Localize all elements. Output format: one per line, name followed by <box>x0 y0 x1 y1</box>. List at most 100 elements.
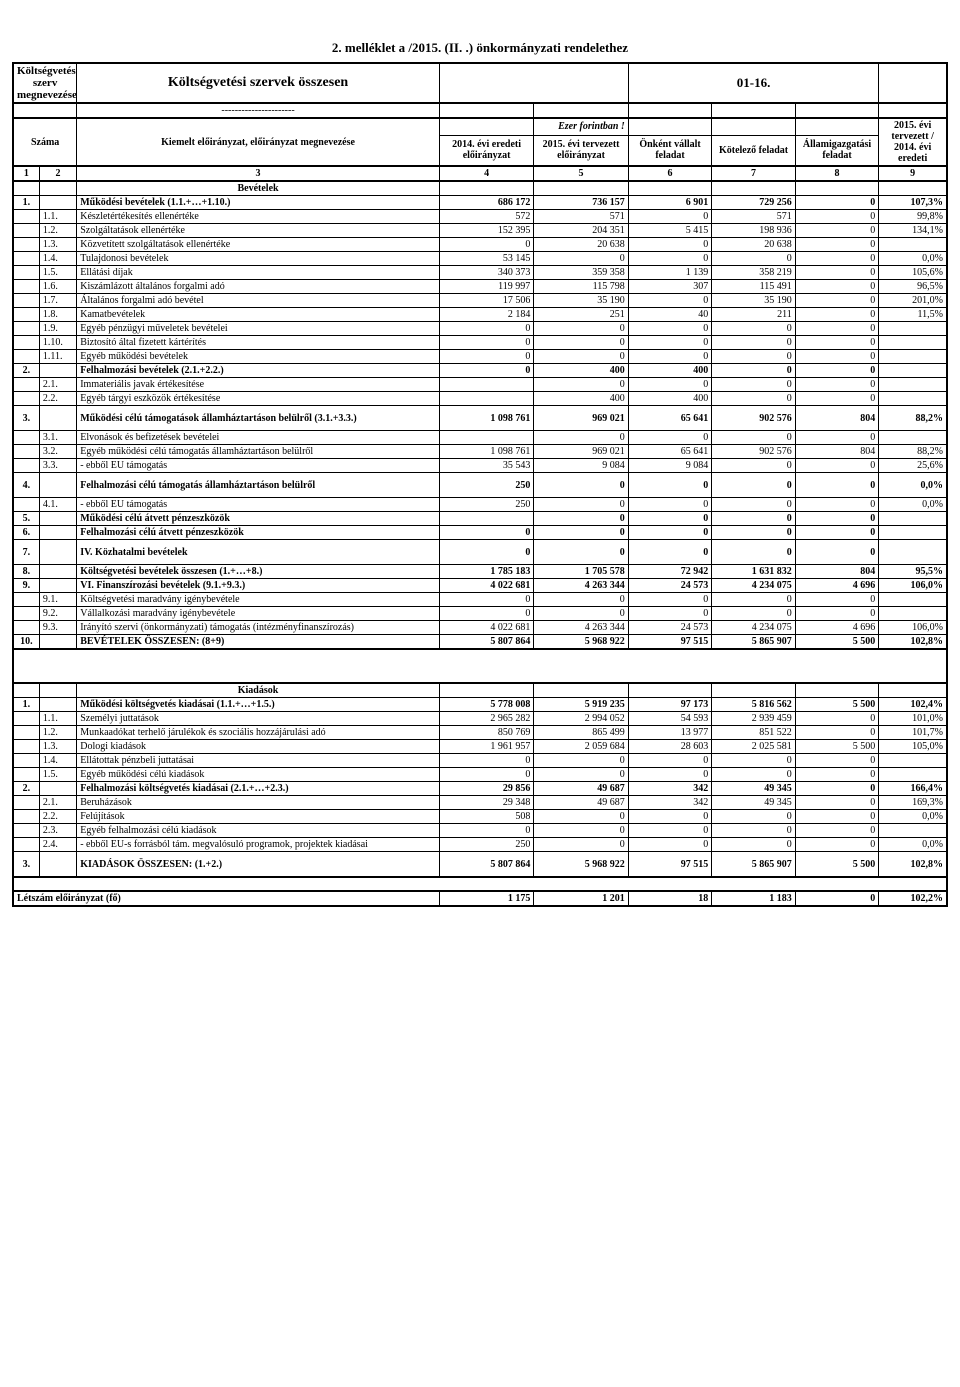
table-cell: Egyéb felhalmozási célú kiadások <box>77 824 440 838</box>
table-cell <box>39 526 76 540</box>
table-cell: Immateriális javak értékesítése <box>77 378 440 392</box>
table-cell: 3.1. <box>39 431 76 445</box>
table-cell: 2 025 581 <box>712 740 796 754</box>
col6: Önként vállalt feladat <box>628 135 712 166</box>
table-cell: 0 <box>795 336 879 350</box>
table-cell: 1.4. <box>39 252 76 266</box>
table-cell: 0 <box>628 473 712 498</box>
footer-v4: 0 <box>795 891 879 906</box>
blank <box>439 63 533 83</box>
table-cell: 0 <box>628 238 712 252</box>
col7: Kötelező feladat <box>712 135 796 166</box>
blank <box>439 83 533 103</box>
table-cell: 0 <box>628 593 712 607</box>
table-cell: 4 263 344 <box>534 621 628 635</box>
table-cell: 0 <box>795 280 879 294</box>
table-cell: 0 <box>795 294 879 308</box>
table-cell <box>879 431 947 445</box>
table-cell: 0 <box>534 336 628 350</box>
table-cell: 1 785 183 <box>439 565 533 579</box>
table-cell: 5 500 <box>795 635 879 650</box>
table-cell: 0 <box>628 540 712 565</box>
table-cell: 0 <box>795 266 879 280</box>
table-cell: 5 500 <box>795 852 879 878</box>
table-cell <box>13 459 39 473</box>
blank <box>534 683 628 698</box>
table-cell <box>13 810 39 824</box>
table-cell: 0 <box>628 768 712 782</box>
table-cell <box>13 224 39 238</box>
table-cell <box>39 698 76 712</box>
table-cell: 1. <box>13 698 39 712</box>
table-cell: 17 506 <box>439 294 533 308</box>
table-cell: 0 <box>795 224 879 238</box>
table-cell: 13 977 <box>628 726 712 740</box>
footer-v3: 1 183 <box>712 891 796 906</box>
table-cell: 1.11. <box>39 350 76 364</box>
table-cell: Vállalkozási maradvány igénybevétele <box>77 607 440 621</box>
table-cell: - ebből EU támogatás <box>77 459 440 473</box>
table-cell: 0 <box>628 431 712 445</box>
table-cell: 2.2. <box>39 810 76 824</box>
table-cell: 99,8% <box>879 210 947 224</box>
table-cell: 0 <box>795 754 879 768</box>
blank <box>439 181 533 196</box>
table-cell <box>13 350 39 364</box>
table-cell: 0 <box>795 498 879 512</box>
table-cell: 0 <box>712 754 796 768</box>
table-cell: KIADÁSOK ÖSSZESEN: (1.+2.) <box>77 852 440 878</box>
table-cell: IV. Közhatalmi bevételek <box>77 540 440 565</box>
table-cell: Ellátottak pénzbeli juttatásai <box>77 754 440 768</box>
n8: 8 <box>795 166 879 181</box>
table-cell <box>39 852 76 878</box>
table-cell: 400 <box>534 364 628 378</box>
table-cell: 5 500 <box>795 698 879 712</box>
table-cell: 0 <box>712 512 796 526</box>
table-cell <box>13 445 39 459</box>
table-cell: 0,0% <box>879 838 947 852</box>
table-cell: 0 <box>795 378 879 392</box>
table-cell: 0 <box>795 431 879 445</box>
table-cell: 686 172 <box>439 196 533 210</box>
table-cell: 969 021 <box>534 406 628 431</box>
table-cell: Készletértékesítés ellenértéke <box>77 210 440 224</box>
table-cell: 9 084 <box>628 459 712 473</box>
table-cell <box>13 431 39 445</box>
table-cell: 0 <box>712 473 796 498</box>
table-cell: Beruházások <box>77 796 440 810</box>
table-cell: 0 <box>628 322 712 336</box>
table-cell: Egyéb tárgyi eszközök értékesítése <box>77 392 440 406</box>
table-cell <box>439 392 533 406</box>
table-cell: 902 576 <box>712 445 796 459</box>
table-cell: 1.10. <box>39 336 76 350</box>
table-cell: 0 <box>795 512 879 526</box>
table-cell: 307 <box>628 280 712 294</box>
blank <box>628 181 712 196</box>
table-cell <box>13 252 39 266</box>
table-cell: 97 515 <box>628 635 712 650</box>
table-cell: 2 994 052 <box>534 712 628 726</box>
table-cell: 4. <box>13 473 39 498</box>
table-cell: 0 <box>712 810 796 824</box>
table-cell: 35 190 <box>534 294 628 308</box>
table-cell: 3.2. <box>39 445 76 459</box>
table-cell: 1.7. <box>39 294 76 308</box>
table-cell: 106,0% <box>879 621 947 635</box>
table-cell: Kamatbevételek <box>77 308 440 322</box>
table-cell: 5 968 922 <box>534 635 628 650</box>
table-cell: 0 <box>439 593 533 607</box>
table-cell: 0 <box>628 824 712 838</box>
table-cell: 0,0% <box>879 810 947 824</box>
table-cell <box>879 607 947 621</box>
table-cell: 571 <box>534 210 628 224</box>
table-cell: 0 <box>712 838 796 852</box>
blank <box>439 103 533 118</box>
table-cell: 105,0% <box>879 740 947 754</box>
blank: ---------------------- <box>77 103 440 118</box>
table-cell <box>39 406 76 431</box>
col-szama: Száma <box>13 118 77 166</box>
table-cell: 5 865 907 <box>712 852 796 878</box>
table-cell: 5 865 907 <box>712 635 796 650</box>
blank <box>628 103 712 118</box>
table-cell: Biztosító által fizetett kártérítés <box>77 336 440 350</box>
